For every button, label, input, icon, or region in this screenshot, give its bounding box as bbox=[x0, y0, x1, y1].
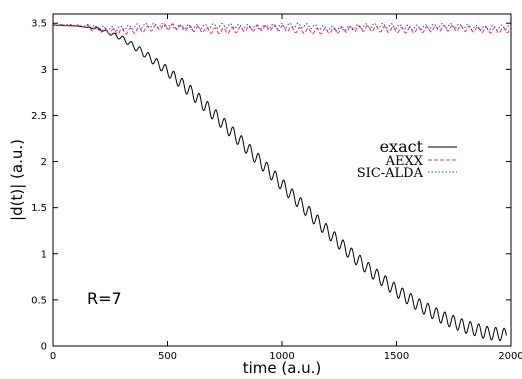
y-tick-label: 1.5 bbox=[31, 203, 47, 214]
x-tick-label: 1000 bbox=[269, 351, 294, 362]
x-tick-label: 0 bbox=[50, 351, 56, 362]
y-tick-label: 0 bbox=[41, 342, 47, 353]
x-tick-label: 1500 bbox=[384, 351, 409, 362]
y-tick-label: 1 bbox=[41, 249, 47, 260]
legend: exact AEXX SIC-ALDA bbox=[357, 137, 457, 181]
y-tick-label: 0.5 bbox=[31, 295, 47, 306]
y-tick-label: 2 bbox=[41, 157, 47, 168]
x-tick-label: 500 bbox=[158, 351, 177, 362]
y-axis-label: |d(t)| (a.u.) bbox=[8, 139, 26, 221]
x-axis-label: time (a.u.) bbox=[243, 359, 322, 377]
y-tick-label: 3 bbox=[41, 65, 47, 76]
legend-entry-exact: exact bbox=[380, 137, 424, 156]
y-tick-label: 3.5 bbox=[31, 19, 47, 30]
r-annotation: R=7 bbox=[87, 289, 122, 308]
series-sic-alda-line bbox=[52, 22, 512, 32]
series-exact-line bbox=[52, 24, 507, 342]
legend-entry-sic-alda: SIC-ALDA bbox=[357, 166, 424, 181]
y-tick-label: 2.5 bbox=[31, 111, 47, 122]
x-tick-label: 2000 bbox=[498, 351, 522, 362]
series-aexx-line bbox=[52, 23, 512, 35]
legend-entry-aexx: AEXX bbox=[385, 154, 424, 169]
